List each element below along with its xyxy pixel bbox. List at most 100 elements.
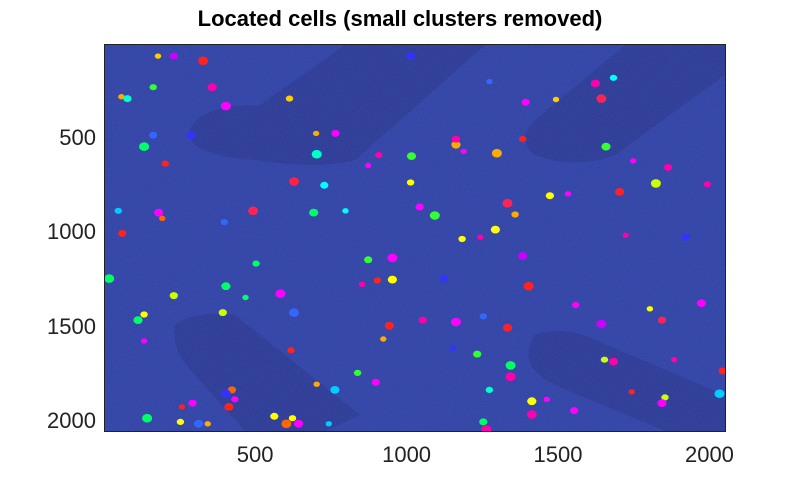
cell-marker: [242, 294, 249, 301]
cell-marker: [140, 311, 148, 318]
cell-marker: [204, 421, 211, 427]
cell-marker: [365, 162, 372, 169]
cell-marker: [477, 234, 484, 240]
cell-marker: [330, 386, 340, 394]
cell-marker: [289, 308, 299, 317]
cell-marker: [118, 94, 125, 100]
cell-marker: [169, 52, 178, 60]
cell-marker: [320, 181, 329, 189]
cell-marker: [114, 207, 122, 214]
cell-marker: [564, 191, 572, 197]
cell-markers: [105, 52, 725, 431]
cell-marker: [600, 356, 609, 363]
x-tick-label: 1000: [382, 442, 432, 467]
cell-marker: [518, 252, 528, 260]
cell-marker: [380, 336, 387, 342]
cell-marker: [331, 129, 340, 137]
cell-marker: [601, 142, 611, 151]
cell-marker: [342, 208, 349, 214]
cell-marker: [545, 192, 554, 200]
cell-marker: [572, 301, 580, 309]
cell-marker: [325, 421, 332, 427]
x-tick-label: 2000: [684, 442, 734, 467]
cell-marker: [657, 399, 667, 407]
cell-marker: [429, 211, 440, 220]
cell-marker: [521, 98, 530, 106]
cell-marker: [289, 177, 299, 186]
cell-marker: [159, 215, 166, 221]
cell-marker: [123, 95, 132, 103]
cell-marker: [285, 95, 294, 102]
cell-marker: [178, 404, 186, 410]
cell-marker: [415, 203, 424, 211]
cell-marker: [661, 394, 669, 401]
cell-marker: [220, 219, 228, 226]
cell-marker: [387, 253, 398, 263]
cell-marker: [449, 345, 457, 352]
cell-marker: [479, 313, 487, 320]
cell-marker: [485, 386, 494, 393]
cell-marker: [703, 181, 712, 188]
cell-marker: [139, 142, 150, 151]
cell-marker: [696, 299, 707, 308]
x-tick-label: 1500: [533, 442, 583, 467]
cell-marker: [220, 389, 231, 399]
cell-marker: [231, 396, 239, 403]
cell-marker: [526, 410, 537, 419]
cell-marker: [154, 53, 162, 59]
cell-marker: [511, 211, 519, 218]
cell-marker: [133, 316, 143, 324]
cell-marker: [105, 274, 115, 283]
y-tick-label: 1000: [47, 219, 96, 245]
cell-marker: [451, 135, 461, 143]
x-tick-label: 500: [236, 442, 274, 467]
cell-marker: [622, 232, 629, 238]
cell-marker: [543, 396, 551, 402]
cell-marker: [313, 381, 320, 387]
cell-marker: [596, 319, 607, 329]
cell-marker: [371, 378, 380, 386]
y-tick-label: 1500: [47, 313, 96, 339]
cell-marker: [154, 208, 164, 217]
image-noise: [105, 45, 725, 431]
cell-marker: [406, 179, 415, 186]
cell-marker: [479, 418, 488, 426]
cell-marker: [149, 84, 157, 91]
cell-marker: [608, 357, 619, 366]
cell-marker: [140, 338, 148, 344]
cell-marker: [311, 149, 322, 159]
cell-marker: [505, 372, 516, 382]
cell-marker: [375, 152, 383, 159]
cell-marker: [486, 78, 493, 85]
cell-marker: [451, 140, 461, 149]
cell-marker: [418, 316, 427, 324]
cell-marker: [439, 275, 448, 283]
cell-marker: [502, 323, 513, 332]
cell-marker: [373, 277, 381, 284]
cell-marker: [451, 317, 461, 327]
cell-marker: [358, 281, 366, 287]
image-axes: [104, 44, 726, 432]
cell-marker: [714, 389, 725, 399]
cell-marker: [364, 256, 373, 264]
cell-marker: [657, 316, 667, 324]
cell-marker: [523, 281, 534, 291]
cell-marker: [519, 136, 527, 143]
cell-marker: [118, 229, 127, 237]
cell-marker: [161, 160, 169, 167]
cell-marker: [609, 74, 618, 81]
cell-marker: [198, 56, 209, 66]
cell-marker: [218, 309, 227, 317]
cell-marker: [527, 397, 537, 406]
cell-marker: [207, 83, 217, 92]
cell-marker: [194, 419, 204, 428]
cell-marker: [590, 79, 600, 88]
cell-marker: [275, 289, 286, 298]
cell-marker: [491, 148, 502, 158]
cell-marker: [552, 96, 560, 103]
cell-marker: [186, 131, 196, 140]
cell-marker: [406, 152, 417, 160]
cell-marker: [169, 292, 178, 300]
cell-marker: [220, 101, 231, 111]
cell-marker: [460, 148, 467, 155]
